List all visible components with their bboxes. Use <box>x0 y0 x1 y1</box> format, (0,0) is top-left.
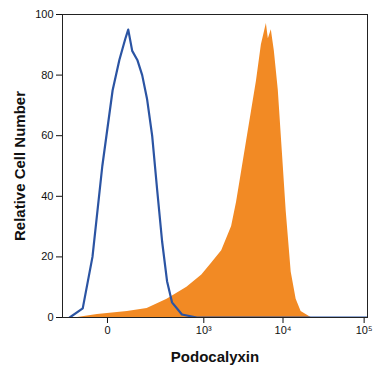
svg-text:60: 60 <box>41 129 53 141</box>
svg-text:0: 0 <box>47 311 53 323</box>
svg-text:100: 100 <box>35 8 53 20</box>
svg-text:Relative Cell Number: Relative Cell Number <box>11 91 28 241</box>
svg-text:10⁴: 10⁴ <box>275 324 292 336</box>
svg-text:0: 0 <box>104 324 110 336</box>
svg-text:10³: 10³ <box>196 324 212 336</box>
svg-text:10⁵: 10⁵ <box>356 324 373 336</box>
svg-text:80: 80 <box>41 69 53 81</box>
svg-text:Podocalyxin: Podocalyxin <box>171 348 259 365</box>
svg-text:20: 20 <box>41 250 53 262</box>
svg-text:40: 40 <box>41 190 53 202</box>
